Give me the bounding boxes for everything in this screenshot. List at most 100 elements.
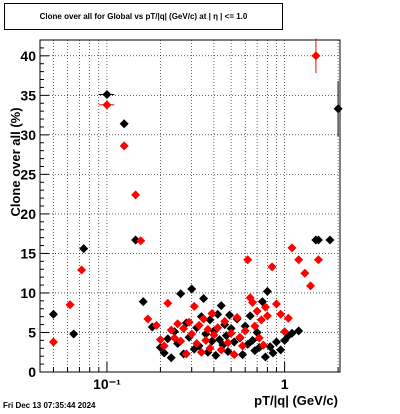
data-point [265, 342, 275, 352]
data-point [192, 339, 202, 349]
data-point [235, 332, 245, 342]
y-tick-label: 25 [20, 166, 36, 182]
timestamp: Fri Dec 13 07:35:44 2024 [3, 401, 96, 410]
data-point [276, 309, 286, 319]
data-point [181, 349, 191, 359]
x-tick-label: 10⁻¹ [93, 376, 121, 392]
data-point [169, 333, 179, 343]
data-point [138, 297, 148, 307]
y-tick-label: 30 [20, 127, 36, 143]
data-point [79, 244, 89, 254]
data-point [119, 119, 129, 129]
data-point [189, 301, 199, 311]
data-point [155, 335, 165, 345]
data-point [143, 314, 153, 324]
data-point [176, 336, 186, 346]
data-point [187, 284, 197, 294]
data-point [267, 262, 277, 272]
data-point [213, 323, 223, 333]
data-point [159, 348, 169, 358]
y-tick-label: 35 [20, 87, 36, 103]
data-point [283, 313, 293, 323]
data-point [194, 320, 204, 330]
y-tick-label: 40 [20, 48, 36, 64]
data-point [102, 90, 112, 100]
data-point [248, 335, 258, 345]
data-point [166, 325, 176, 335]
data-point [238, 350, 248, 360]
data-point [199, 293, 209, 303]
data-point [176, 289, 186, 299]
data-point [203, 324, 213, 334]
data-point [159, 341, 169, 351]
data-point [268, 348, 278, 358]
data-point [119, 141, 129, 151]
data-point [262, 286, 272, 296]
data-point [173, 319, 183, 329]
data-point [313, 235, 323, 245]
data-point [184, 317, 194, 327]
y-tick-label: 15 [20, 245, 36, 261]
data-point [102, 100, 112, 110]
data-point [214, 335, 224, 345]
data-point [163, 334, 173, 344]
data-point [238, 341, 248, 351]
data-point [306, 281, 316, 291]
data-point [254, 333, 264, 343]
y-tick-label: 20 [20, 206, 36, 222]
data-point [287, 243, 297, 253]
tick-labels: 0 5 10 15 20 25 30 35 40 10⁻¹ 1 [20, 48, 288, 392]
data-point [216, 345, 226, 355]
data-point [207, 309, 217, 319]
data-point [243, 255, 253, 265]
data-point [226, 324, 236, 334]
data-points [48, 51, 343, 363]
data-point [166, 353, 176, 363]
data-point [300, 268, 310, 278]
data-point [225, 310, 235, 320]
data-point [151, 320, 161, 330]
data-point [201, 335, 211, 345]
y-axis-label: Clone over all (%) [8, 107, 23, 216]
data-point [280, 327, 290, 337]
data-point [199, 314, 209, 324]
data-point [187, 329, 197, 339]
data-point [65, 300, 75, 310]
data-point [223, 346, 233, 356]
y-tick-label: 5 [28, 324, 36, 340]
data-point [271, 337, 281, 347]
data-point [245, 311, 255, 321]
data-point [311, 51, 321, 61]
data-point [163, 298, 173, 308]
chart-title: Clone over all for Global vs pT/|q| (GeV… [39, 12, 248, 21]
title-box: Clone over all for Global vs pT/|q| (GeV… [4, 3, 283, 30]
data-point [48, 309, 58, 319]
data-point [258, 340, 268, 350]
data-point [196, 347, 206, 357]
y-tick-label: 10 [20, 285, 36, 301]
data-point [216, 301, 226, 311]
x-axis-label: pT/|q| (GeV/c) [254, 393, 338, 408]
data-point [77, 265, 87, 275]
data-point [333, 104, 343, 114]
data-point [229, 337, 239, 347]
data-point [240, 326, 250, 336]
data-point [294, 255, 304, 265]
data-point [213, 309, 223, 319]
data-point [252, 306, 262, 316]
data-point [313, 255, 323, 265]
data-point [136, 236, 146, 246]
data-point [294, 326, 304, 336]
data-point [69, 329, 79, 339]
data-point [226, 328, 236, 338]
data-point [240, 321, 250, 331]
data-point [220, 316, 230, 326]
data-point [205, 343, 215, 353]
data-point [325, 235, 335, 245]
data-point [209, 330, 219, 340]
data-point [260, 352, 270, 362]
data-point [229, 350, 239, 360]
data-point [271, 299, 281, 309]
data-point [256, 315, 266, 325]
axis-ticks [40, 39, 339, 373]
